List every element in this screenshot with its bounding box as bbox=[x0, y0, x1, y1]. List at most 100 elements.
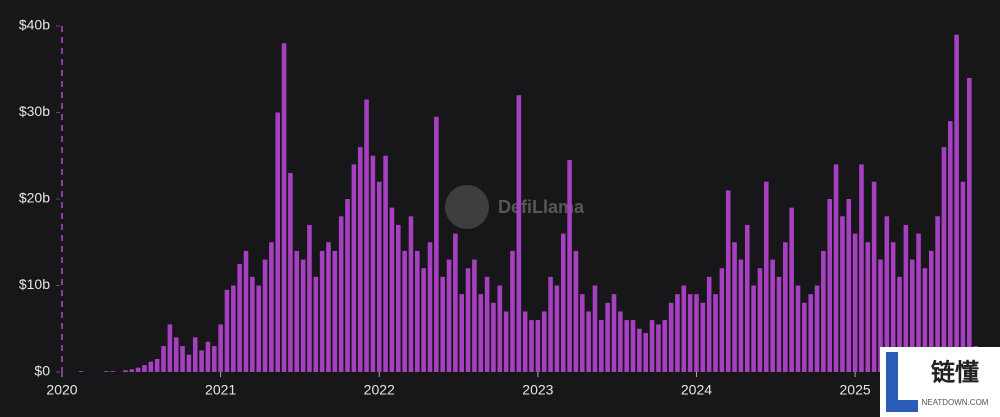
bar bbox=[173, 337, 179, 372]
bar bbox=[941, 147, 947, 372]
bar bbox=[148, 361, 154, 372]
bar bbox=[484, 276, 490, 372]
bar bbox=[738, 259, 744, 372]
bar bbox=[897, 276, 902, 372]
bar bbox=[871, 181, 877, 372]
bar bbox=[884, 216, 890, 372]
bar bbox=[795, 285, 801, 372]
bar bbox=[846, 199, 852, 372]
bar bbox=[319, 250, 325, 372]
bar bbox=[668, 302, 674, 372]
bar bbox=[446, 259, 452, 372]
bar bbox=[491, 302, 496, 372]
bar bbox=[554, 285, 560, 372]
bar bbox=[262, 259, 268, 372]
y-tick-label: $40b bbox=[19, 17, 50, 33]
bar bbox=[922, 268, 928, 372]
bar bbox=[472, 259, 477, 372]
bar bbox=[719, 268, 725, 372]
bar bbox=[947, 121, 953, 373]
bar bbox=[643, 333, 649, 372]
bar bbox=[123, 370, 128, 372]
bar bbox=[560, 233, 566, 372]
bar bbox=[465, 268, 471, 372]
bar bbox=[903, 224, 909, 372]
bar bbox=[706, 276, 712, 372]
bar bbox=[599, 320, 604, 372]
bar bbox=[154, 359, 160, 372]
bar bbox=[129, 369, 135, 372]
x-tick-label: 2021 bbox=[205, 382, 236, 398]
bar bbox=[345, 199, 350, 372]
bar bbox=[300, 259, 306, 372]
bar bbox=[78, 371, 84, 372]
bar bbox=[376, 181, 382, 372]
bar bbox=[618, 311, 623, 372]
bar bbox=[389, 207, 395, 372]
bar bbox=[357, 147, 363, 372]
bar bbox=[338, 216, 344, 372]
bar bbox=[821, 250, 826, 372]
bar bbox=[186, 354, 192, 372]
bar bbox=[909, 259, 915, 372]
bar bbox=[313, 276, 319, 372]
bar bbox=[205, 341, 211, 372]
bar bbox=[326, 242, 331, 372]
bar bbox=[808, 294, 813, 372]
bar bbox=[833, 164, 839, 372]
bar bbox=[586, 311, 591, 372]
bar bbox=[440, 276, 445, 372]
bar bbox=[104, 371, 109, 372]
bar bbox=[503, 311, 509, 372]
bar bbox=[725, 190, 731, 372]
bar bbox=[954, 34, 959, 373]
bar bbox=[288, 173, 293, 372]
watermark-icon bbox=[445, 185, 489, 229]
bar bbox=[497, 285, 503, 372]
bar bbox=[192, 337, 198, 372]
bar bbox=[630, 320, 636, 372]
bar bbox=[763, 181, 769, 372]
bar bbox=[935, 216, 940, 372]
bar bbox=[535, 320, 541, 372]
y-tick-label: $10b bbox=[19, 276, 50, 292]
bar bbox=[351, 164, 357, 372]
bar bbox=[269, 242, 274, 372]
bar bbox=[859, 164, 864, 372]
bar bbox=[383, 155, 388, 372]
x-tick-label: 2024 bbox=[681, 382, 712, 398]
bar bbox=[611, 294, 617, 372]
bar bbox=[408, 216, 414, 372]
bar bbox=[415, 250, 420, 372]
bar bbox=[687, 294, 693, 372]
bar bbox=[605, 302, 610, 372]
bar bbox=[522, 311, 528, 372]
bar bbox=[453, 233, 458, 372]
bar bbox=[135, 367, 141, 372]
bar bbox=[548, 276, 553, 372]
bar bbox=[770, 259, 775, 372]
bar bbox=[529, 320, 534, 372]
bar bbox=[275, 112, 281, 372]
bar bbox=[579, 294, 585, 372]
bar bbox=[364, 99, 369, 373]
bar bbox=[890, 242, 896, 372]
x-tick-label: 2025 bbox=[840, 382, 871, 398]
bar bbox=[713, 294, 718, 372]
bar bbox=[967, 77, 972, 373]
x-tick-label: 2022 bbox=[364, 382, 395, 398]
bar bbox=[142, 365, 147, 372]
bar bbox=[732, 242, 737, 372]
bar bbox=[516, 95, 522, 372]
bar bbox=[852, 233, 858, 372]
bar bbox=[567, 160, 572, 372]
bar bbox=[161, 346, 166, 372]
logo: 链懂 NEATDOWN.COM bbox=[880, 347, 1000, 417]
bar bbox=[960, 181, 966, 372]
logo-title: 链懂 bbox=[931, 358, 979, 386]
bar bbox=[700, 302, 706, 372]
watermark-text: DefiLlama bbox=[498, 197, 585, 217]
y-tick-label: $0 bbox=[34, 363, 50, 379]
logo-mark bbox=[886, 352, 918, 412]
